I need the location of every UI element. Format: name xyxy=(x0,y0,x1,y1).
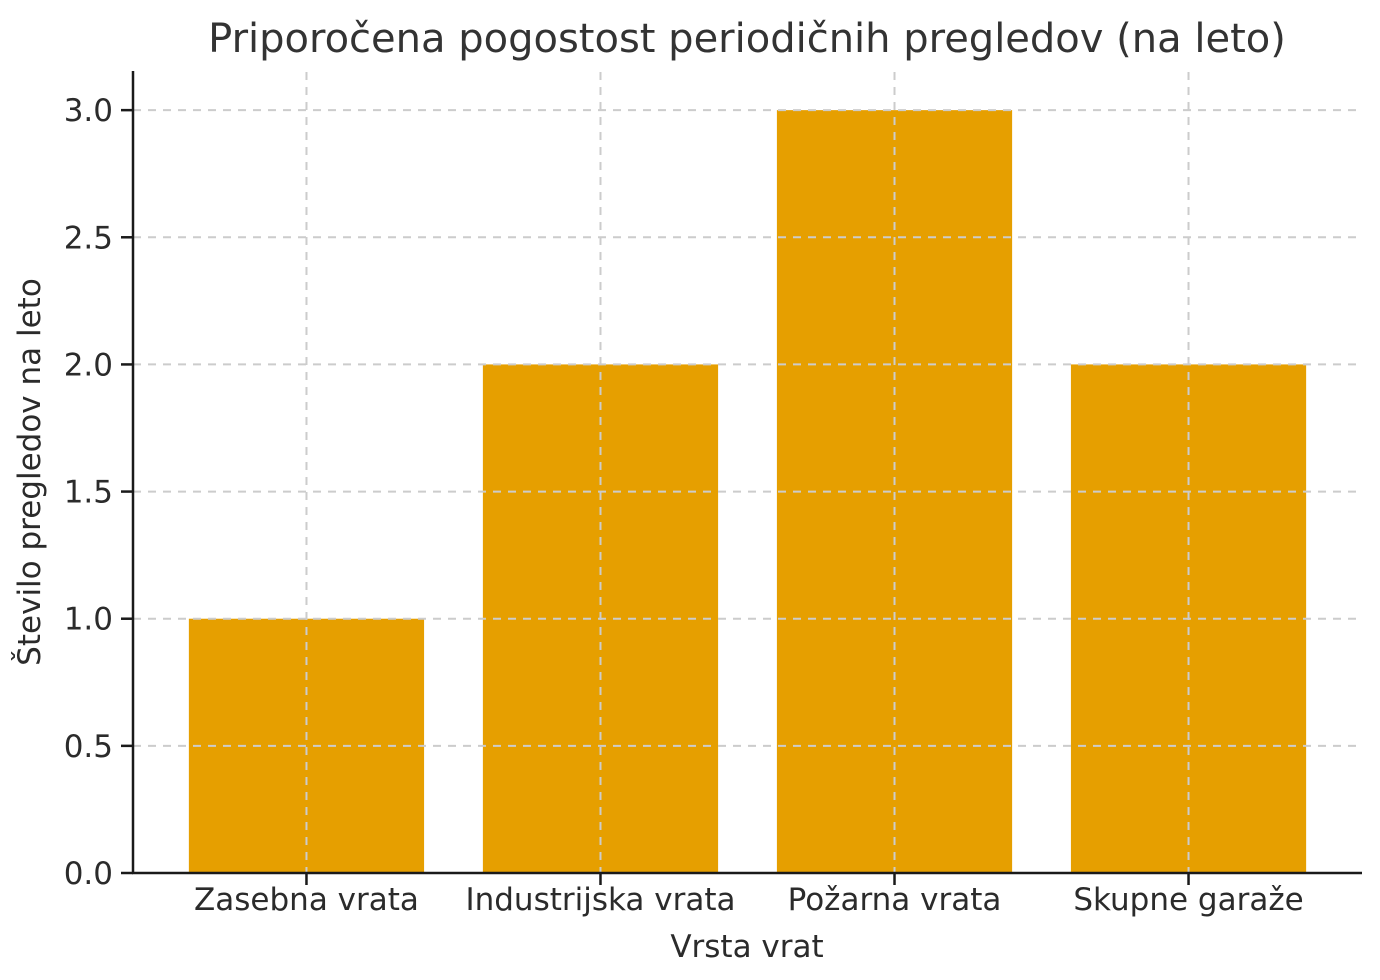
axes-spines xyxy=(131,71,1362,875)
y-tick-label: 2.0 xyxy=(64,347,113,383)
y-tick-label: 1.0 xyxy=(64,602,113,638)
tick-labels: 0.0 0.5 1.0 1.5 2.0 2.5 3.0 Zasebna vrata Indust… xyxy=(64,93,1304,918)
x-tick-label: Zasebna vrata xyxy=(194,882,419,918)
x-tick-label: Industrijska vrata xyxy=(465,882,735,918)
y-tick-label: 2.5 xyxy=(64,220,113,256)
tick-marks xyxy=(121,108,1190,885)
y-tick-label: 1.5 xyxy=(64,475,113,511)
x-axis-label: Vrsta vrat xyxy=(670,929,823,965)
y-tick-label: 3.0 xyxy=(64,93,113,129)
y-tick-label: 0.5 xyxy=(64,729,113,765)
y-axis-label: Število pregledov na leto xyxy=(11,278,48,666)
x-tick-label: Požarna vrata xyxy=(788,882,1002,918)
chart-title: Priporočena pogostost periodičnih pregle… xyxy=(208,16,1286,62)
x-tick-label: Skupne garaže xyxy=(1073,882,1303,918)
y-tick-label: 0.0 xyxy=(64,856,113,892)
gridlines xyxy=(133,72,1362,873)
